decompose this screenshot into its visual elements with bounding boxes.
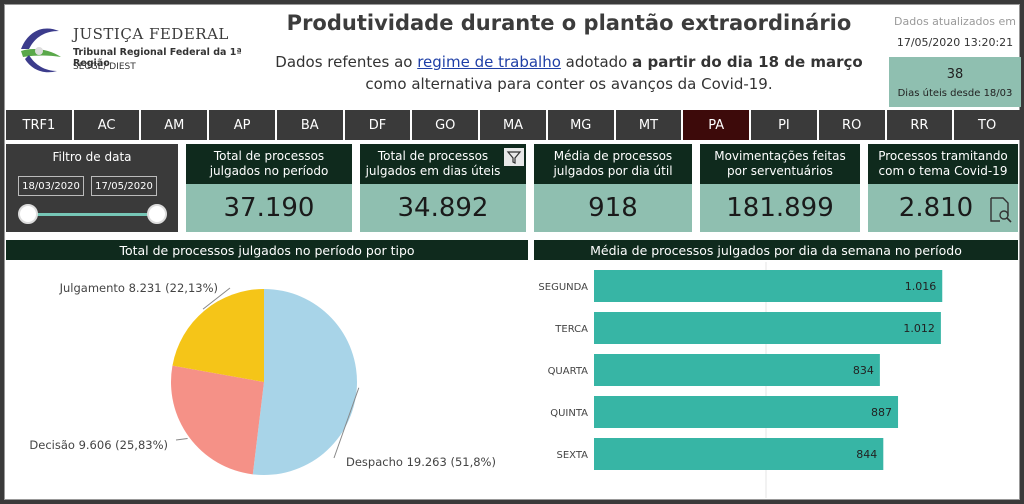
working-days-label: Dias úteis desde 18/03: [897, 88, 1013, 99]
tab-ap[interactable]: AP: [209, 110, 275, 140]
filter-icon[interactable]: [504, 148, 524, 166]
bar-category-label: TERCA: [554, 324, 588, 335]
tab-ba[interactable]: BA: [276, 110, 343, 140]
bar-category-label: QUARTA: [548, 366, 589, 377]
bar-value-label: 887: [871, 406, 892, 419]
org-unit: SECGE/ DIEST: [73, 62, 136, 72]
tab-pa[interactable]: PA: [683, 110, 750, 140]
kpi-media-dia-util: Média de processos julgados por dia útil…: [534, 144, 692, 232]
page-title: Produtividade durante o plantão extraord…: [286, 11, 852, 35]
kpi-total-julgados: Total de processos julgados no período 3…: [186, 144, 352, 232]
kpi-label: Total de processos julgados no período: [186, 144, 352, 184]
bar-quinta: [594, 396, 899, 428]
bar-terca: [594, 312, 941, 344]
region-tabs: TRF1 AC AM AP BA DF GO MA MG MT PA PI RO…: [6, 110, 1021, 140]
pie-chart-title: Total de processos julgados no período p…: [6, 240, 528, 260]
pie-slice-despacho: [252, 289, 358, 475]
document-search-icon: [990, 197, 1012, 223]
start-date-handle[interactable]: [18, 204, 38, 224]
bar-value-label: 1.012: [903, 322, 935, 335]
page-subtitle: Dados refentes ao regime de trabalho ado…: [267, 51, 871, 95]
subtitle-text: como alternativa para conter os avanços …: [365, 75, 773, 93]
tab-ma[interactable]: MA: [480, 110, 546, 140]
subtitle-text: adotado: [560, 53, 633, 71]
pie-slice-julgamento: [172, 289, 264, 382]
kpi-value: 37.190: [223, 193, 315, 223]
kpi-label: Total de processos julgados em dias útei…: [360, 144, 526, 184]
bar-sexta: [594, 438, 884, 470]
pie-data-label: Decisão 9.606 (25,83%): [29, 438, 168, 452]
subtitle-bold-text: a partir do dia 18 de março: [632, 53, 863, 71]
bar-value-label: 834: [853, 364, 874, 377]
tab-am[interactable]: AM: [141, 110, 208, 140]
bar-quarta: [594, 354, 880, 386]
org-court: Tribunal Regional Federal da 1ª Região: [73, 47, 242, 69]
kpi-value: 181.899: [726, 193, 834, 223]
kpi-label: Média de processos julgados por dia útil: [534, 144, 692, 184]
end-date-handle[interactable]: [147, 204, 167, 224]
tab-mg[interactable]: MG: [547, 110, 614, 140]
tab-go[interactable]: GO: [412, 110, 479, 140]
updated-label: Dados atualizados em: [894, 15, 1016, 28]
tab-trf1[interactable]: TRF1: [6, 110, 72, 140]
bar-category-label: QUINTA: [550, 408, 588, 419]
tab-rr[interactable]: RR: [886, 110, 953, 140]
working-days-card: 38 Dias úteis desde 18/03: [889, 57, 1021, 107]
date-range-track: [26, 213, 158, 216]
pie-chart: Despacho 19.263 (51,8%) Decisão 9.606 (25…: [29, 281, 496, 475]
tab-pi[interactable]: PI: [751, 110, 817, 140]
working-days-value: 38: [946, 67, 964, 82]
kpi-value: 2.810: [898, 193, 974, 223]
bar-value-label: 1.016: [905, 280, 937, 293]
bar-category-label: SEGUNDA: [538, 282, 588, 293]
kpi-value: 34.892: [397, 193, 489, 223]
kpi-julgados-dias-uteis: Total de processos julgados em dias útei…: [360, 144, 526, 232]
kpi-covid: Processos tramitando com o tema Covid-19…: [868, 144, 1018, 232]
pie-data-label: Despacho 19.263 (51,8%): [346, 455, 496, 469]
jf-logo: JUSTIÇA FEDERAL Tribunal Regional Federa…: [15, 17, 275, 87]
tab-df[interactable]: DF: [344, 110, 411, 140]
date-filter: Filtro de data 18/03/2020 17/05/2020: [6, 144, 178, 232]
updated-timestamp: 17/05/2020 13:20:21: [896, 36, 1014, 49]
date-filter-title: Filtro de data: [52, 150, 132, 164]
bar-segunda: [594, 270, 943, 302]
tab-to[interactable]: TO: [954, 110, 1021, 140]
tab-mt[interactable]: MT: [615, 110, 682, 140]
bar-chart-title: Média de processos julgados por dia da s…: [534, 240, 1018, 260]
bar-chart: SEGUNDA 1.016 TERCA 1.012 QUARTA 834 QUINTA 887…: [538, 262, 943, 498]
subtitle-text: Dados refentes ao: [275, 53, 418, 71]
kpi-label: Processos tramitando com o tema Covid-19: [868, 144, 1018, 184]
pie-leader-line: [175, 437, 188, 441]
pie-leader-line: [202, 287, 231, 310]
bar-category-label: SEXTA: [556, 450, 588, 461]
pie-leader-line: [333, 387, 360, 459]
bar-value-label: 844: [856, 448, 877, 461]
justica-federal-emblem-icon: [21, 28, 61, 73]
pie-slice-decisao: [171, 365, 264, 475]
org-name: JUSTIÇA FEDERAL: [73, 25, 229, 43]
pie-data-label: Julgamento 8.231 (22,13%): [59, 281, 218, 295]
regime-trabalho-link[interactable]: regime de trabalho: [417, 53, 561, 71]
kpi-movimentacoes: Movimentações feitas por serventuários 1…: [700, 144, 860, 232]
kpi-value: 918: [588, 193, 638, 223]
start-date-input[interactable]: 18/03/2020: [18, 176, 84, 196]
tab-ac[interactable]: AC: [73, 110, 140, 140]
end-date-input[interactable]: 17/05/2020: [91, 176, 157, 196]
kpi-label: Movimentações feitas por serventuários: [700, 144, 860, 184]
tab-ro[interactable]: RO: [818, 110, 885, 140]
